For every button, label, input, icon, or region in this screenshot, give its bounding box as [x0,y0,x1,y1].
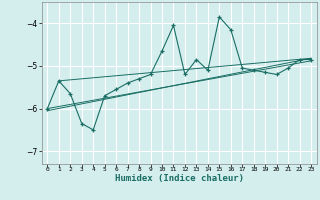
X-axis label: Humidex (Indice chaleur): Humidex (Indice chaleur) [115,174,244,183]
